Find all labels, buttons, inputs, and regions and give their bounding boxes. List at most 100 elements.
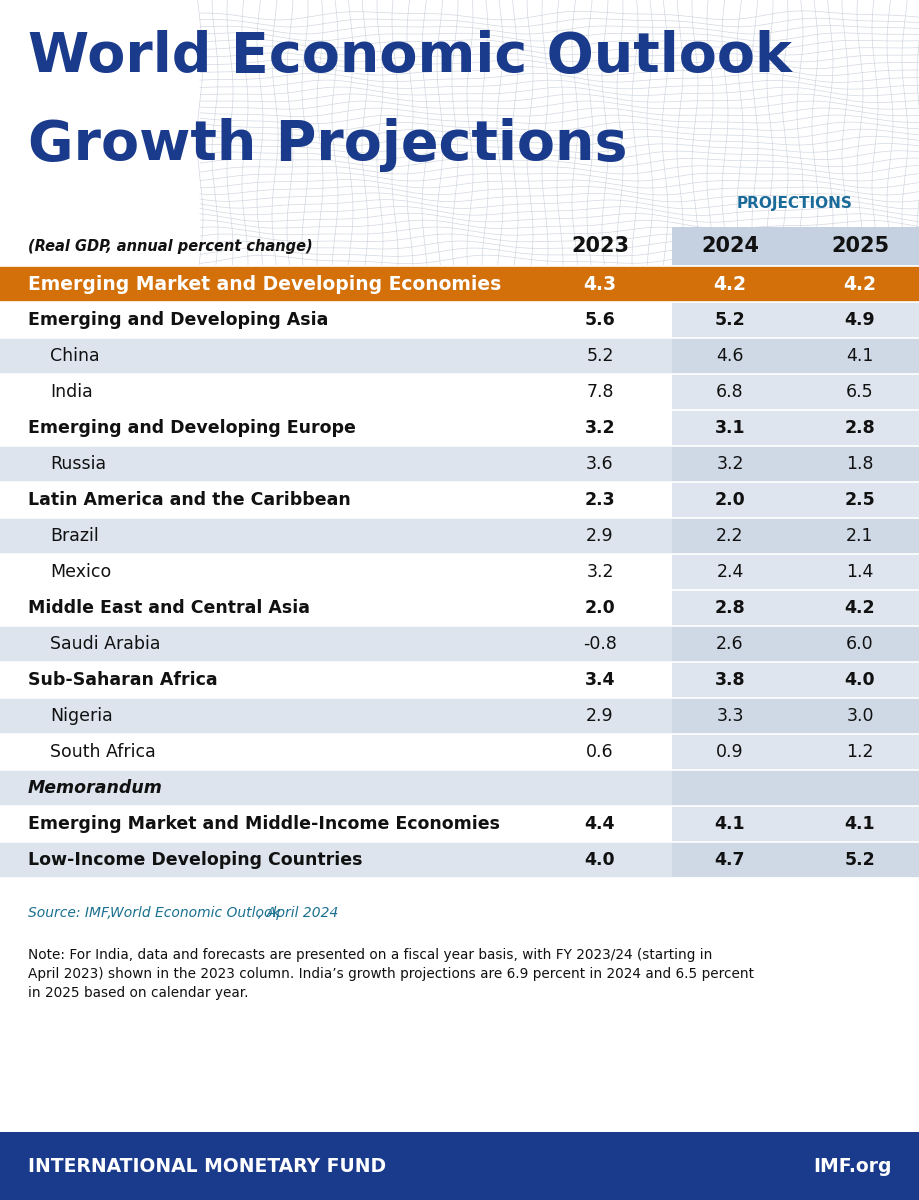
Bar [0, 1132, 919, 1200]
Bar [671, 482, 919, 518]
Text: 2.2: 2.2 [716, 527, 743, 545]
Bar [0, 518, 919, 554]
Text: 3.0: 3.0 [845, 707, 873, 725]
Text: China: China [50, 347, 99, 365]
Text: Brazil: Brazil [50, 527, 98, 545]
Text: Middle East and Central Asia: Middle East and Central Asia [28, 599, 310, 617]
Text: 3.4: 3.4 [584, 671, 615, 689]
Bar [671, 410, 919, 446]
Text: INTERNATIONAL MONETARY FUND: INTERNATIONAL MONETARY FUND [28, 1157, 386, 1176]
Text: Saudi Arabia: Saudi Arabia [50, 635, 160, 653]
Bar [671, 374, 919, 410]
Text: 2.8: 2.8 [714, 599, 744, 617]
Text: 3.2: 3.2 [716, 455, 743, 473]
Text: Latin America and the Caribbean: Latin America and the Caribbean [28, 491, 350, 509]
Bar [0, 338, 919, 374]
Bar [671, 842, 919, 878]
Text: Emerging Market and Middle-Income Economies: Emerging Market and Middle-Income Econom… [28, 815, 499, 833]
Text: 2.1: 2.1 [845, 527, 873, 545]
Bar [0, 374, 919, 410]
Text: 3.1: 3.1 [714, 419, 744, 437]
Text: 4.0: 4.0 [584, 851, 615, 869]
Bar [0, 410, 919, 446]
Bar [0, 302, 919, 338]
Bar [0, 662, 919, 698]
Bar [671, 806, 919, 842]
Text: World Economic Outlook: World Economic Outlook [110, 906, 280, 920]
Text: April 2023) shown in the 2023 column. India’s growth projections are 6.9 percent: April 2023) shown in the 2023 column. In… [28, 967, 754, 982]
Bar [671, 554, 919, 590]
Text: India: India [50, 383, 93, 401]
Bar [0, 266, 919, 302]
Text: (Real GDP, annual percent change): (Real GDP, annual percent change) [28, 239, 312, 253]
Text: 5.2: 5.2 [585, 347, 613, 365]
Text: Sub-Saharan Africa: Sub-Saharan Africa [28, 671, 218, 689]
Bar [671, 662, 919, 698]
Bar [671, 770, 919, 806]
Bar [0, 806, 919, 842]
Text: 6.8: 6.8 [715, 383, 743, 401]
Text: 4.2: 4.2 [844, 599, 874, 617]
Text: in 2025 based on calendar year.: in 2025 based on calendar year. [28, 986, 248, 1000]
Text: 4.1: 4.1 [845, 347, 873, 365]
Text: 2.4: 2.4 [716, 563, 743, 581]
Text: 4.0: 4.0 [844, 671, 874, 689]
Bar [0, 770, 919, 806]
Bar [0, 554, 919, 590]
Text: 5.2: 5.2 [844, 851, 874, 869]
Bar [0, 842, 919, 878]
Text: Emerging and Developing Europe: Emerging and Developing Europe [28, 419, 356, 437]
Text: Note: For India, data and forecasts are presented on a fiscal year basis, with F: Note: For India, data and forecasts are … [28, 948, 711, 962]
Text: -0.8: -0.8 [583, 635, 617, 653]
Bar [671, 590, 919, 626]
Bar [0, 446, 919, 482]
Text: 2.3: 2.3 [584, 491, 615, 509]
Text: 5.6: 5.6 [584, 311, 615, 329]
Text: Russia: Russia [50, 455, 106, 473]
Text: 5.2: 5.2 [714, 311, 744, 329]
Text: 3.3: 3.3 [716, 707, 743, 725]
Text: 1.4: 1.4 [845, 563, 873, 581]
Text: PROJECTIONS: PROJECTIONS [736, 196, 852, 211]
Bar [671, 698, 919, 734]
Text: 2023: 2023 [571, 236, 629, 256]
Bar [671, 518, 919, 554]
Text: 1.2: 1.2 [845, 743, 873, 761]
Text: 0.9: 0.9 [715, 743, 743, 761]
Text: 2.9: 2.9 [585, 707, 613, 725]
Text: 2025: 2025 [830, 236, 888, 256]
Bar [0, 590, 919, 626]
Text: 3.2: 3.2 [585, 563, 613, 581]
Text: 4.1: 4.1 [714, 815, 744, 833]
Text: 7.8: 7.8 [585, 383, 613, 401]
Text: 4.9: 4.9 [844, 311, 874, 329]
Text: 3.6: 3.6 [585, 455, 613, 473]
Bar [0, 626, 919, 662]
Text: 4.3: 4.3 [583, 275, 616, 294]
Bar [671, 446, 919, 482]
Bar [671, 302, 919, 338]
Text: 3.8: 3.8 [714, 671, 744, 689]
Text: 2.8: 2.8 [844, 419, 874, 437]
Text: Source: IMF,: Source: IMF, [28, 906, 116, 920]
Bar [0, 482, 919, 518]
Text: 4.2: 4.2 [843, 275, 876, 294]
Bar [0, 698, 919, 734]
Text: 2.5: 2.5 [844, 491, 874, 509]
Text: 4.6: 4.6 [716, 347, 743, 365]
Text: Memorandum: Memorandum [28, 779, 163, 797]
Text: 2.0: 2.0 [584, 599, 615, 617]
Bar [671, 338, 919, 374]
Text: 1.8: 1.8 [845, 455, 873, 473]
Text: Emerging Market and Developing Economies: Emerging Market and Developing Economies [28, 275, 501, 294]
Bar [671, 227, 919, 265]
Text: 2.9: 2.9 [585, 527, 613, 545]
Text: Low-Income Developing Countries: Low-Income Developing Countries [28, 851, 362, 869]
Text: Nigeria: Nigeria [50, 707, 113, 725]
Text: South Africa: South Africa [50, 743, 155, 761]
Text: 4.1: 4.1 [844, 815, 874, 833]
Text: 4.7: 4.7 [714, 851, 744, 869]
Text: IMF.org: IMF.org [812, 1157, 891, 1176]
Text: 6.0: 6.0 [845, 635, 873, 653]
Text: 0.6: 0.6 [585, 743, 613, 761]
